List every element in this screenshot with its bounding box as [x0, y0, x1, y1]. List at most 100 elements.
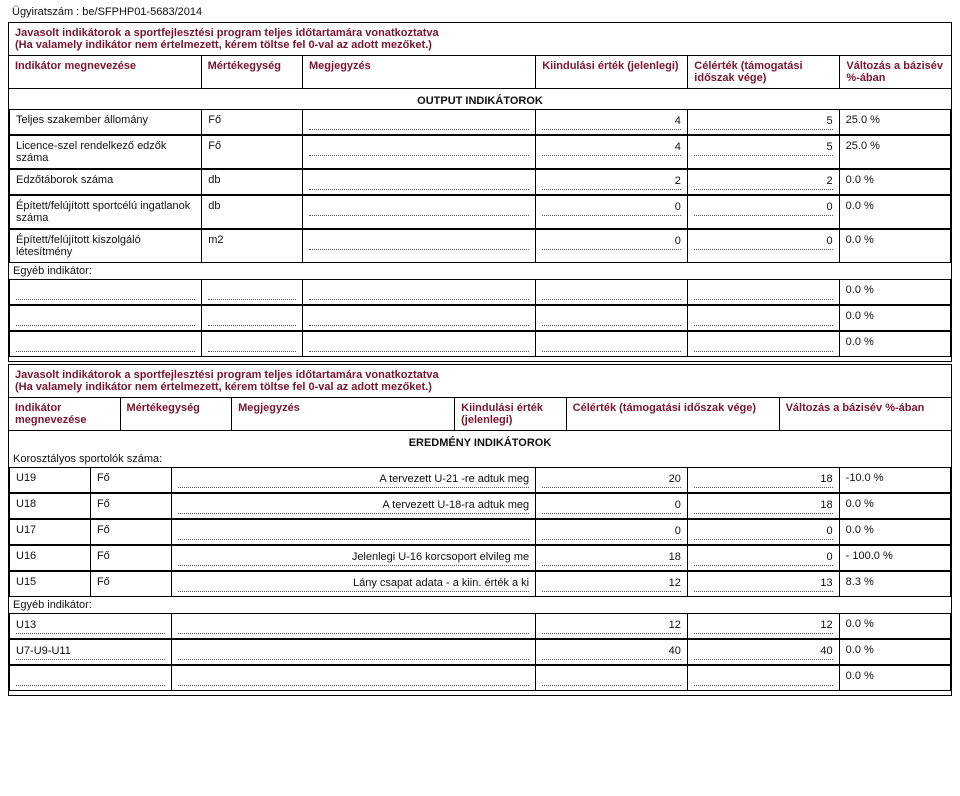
- other-note-field[interactable]: [178, 644, 529, 660]
- col-header-name: Indikátor megnevezése: [9, 398, 121, 431]
- row-target-field[interactable]: 18: [694, 498, 833, 514]
- other-change: 0.0 %: [839, 640, 950, 665]
- other-target-field[interactable]: 40: [694, 644, 833, 660]
- row-unit: Fő: [90, 468, 171, 493]
- row-start-field[interactable]: 12: [542, 576, 681, 592]
- row-target-field[interactable]: 0: [694, 200, 833, 216]
- output-row-4: Épített/felújított kiszolgáló létesítmén…: [9, 229, 951, 263]
- row-target-field[interactable]: 18: [694, 472, 833, 488]
- row-unit: Fő: [90, 572, 171, 597]
- row-note-field[interactable]: [309, 114, 529, 130]
- row-note-field[interactable]: [309, 174, 529, 190]
- other-target-field[interactable]: 12: [694, 618, 833, 634]
- other-unit-field[interactable]: [208, 284, 296, 300]
- other-start-field[interactable]: [542, 336, 681, 352]
- row-target-field[interactable]: 13: [694, 576, 833, 592]
- other-start-field[interactable]: [542, 284, 681, 300]
- other-label-field[interactable]: [16, 336, 195, 352]
- case-number: Ügyiratszám : be/SFPHP01-5683/2014: [8, 4, 952, 22]
- other-label-field[interactable]: U7-U9-U11: [16, 644, 165, 660]
- other-target-field[interactable]: [694, 310, 833, 326]
- row-start-field[interactable]: 2: [542, 174, 681, 190]
- row-change: 0.0 %: [839, 170, 950, 195]
- other-note-field[interactable]: [178, 670, 529, 686]
- col-header-start: Kiindulási érték (jelenlegi): [455, 398, 567, 431]
- row-target-field[interactable]: 0: [694, 550, 833, 566]
- row-target-field[interactable]: 0: [694, 524, 833, 540]
- row-change: 25.0 %: [839, 110, 950, 135]
- row-unit: Fő: [90, 546, 171, 571]
- other-target-field[interactable]: [694, 670, 833, 686]
- row-change: 8.3 %: [839, 572, 950, 597]
- other-row-2: 0.0 %: [9, 331, 951, 357]
- row-start-field[interactable]: 0: [542, 200, 681, 216]
- row-start-field[interactable]: 0: [542, 498, 681, 514]
- other-change: 0.0 %: [839, 666, 950, 691]
- other2-row-1: U7-U9-U11 40 40 0.0 %: [9, 639, 951, 665]
- other-row-0: 0.0 %: [9, 279, 951, 305]
- row-unit: Fő: [90, 494, 171, 519]
- row-note-field[interactable]: [309, 234, 529, 250]
- other-start-field[interactable]: 40: [542, 644, 681, 660]
- row-target-field[interactable]: 2: [694, 174, 833, 190]
- output-row-3: Épített/felújított sportcélú ingatlanok …: [9, 195, 951, 229]
- row-label: Edzőtáborok száma: [10, 170, 202, 195]
- row-note-field[interactable]: [178, 524, 529, 540]
- other-label-field[interactable]: [16, 670, 165, 686]
- age-row-3: U16 Fő Jelenlegi U-16 korcsoport elvileg…: [9, 545, 951, 571]
- row-label: U18: [10, 494, 91, 519]
- row-note-field[interactable]: A tervezett U-18-ra adtuk meg: [178, 498, 529, 514]
- other-label-field[interactable]: U13: [16, 618, 165, 634]
- row-start-field[interactable]: 0: [542, 524, 681, 540]
- other-change: 0.0 %: [839, 280, 950, 305]
- col-header-name: Indikátor megnevezése: [9, 56, 202, 89]
- other-indicator-label: Egyéb indikátor:: [9, 263, 951, 279]
- row-label: Épített/felújított kiszolgáló létesítmén…: [10, 230, 202, 263]
- row-note-field[interactable]: [309, 140, 529, 156]
- col-header-target: Célérték (támogatási időszak vége): [688, 56, 840, 89]
- other-start-field[interactable]: 12: [542, 618, 681, 634]
- other-unit-field[interactable]: [208, 336, 296, 352]
- col-header-unit: Mértékegység: [120, 398, 232, 431]
- row-change: - 100.0 %: [839, 546, 950, 571]
- other-target-field[interactable]: [694, 336, 833, 352]
- other-indicator-label-2: Egyéb indikátor:: [9, 597, 951, 613]
- row-note-field[interactable]: [309, 200, 529, 216]
- row-start-field[interactable]: 4: [542, 114, 681, 130]
- other-change: 0.0 %: [839, 332, 950, 357]
- row-note-field[interactable]: Lány csapat adata - a kiin. érték a ki: [178, 576, 529, 592]
- row-label: Teljes szakember állomány: [10, 110, 202, 135]
- other-label-field[interactable]: [16, 284, 195, 300]
- row-label: Épített/felújított sportcélú ingatlanok …: [10, 196, 202, 229]
- row-change: 0.0 %: [839, 196, 950, 229]
- row-change: 0.0 %: [839, 230, 950, 263]
- row-start-field[interactable]: 18: [542, 550, 681, 566]
- row-note-field[interactable]: Jelenlegi U-16 korcsoport elvileg me: [178, 550, 529, 566]
- row-target-field[interactable]: 5: [694, 140, 833, 156]
- other-note-field[interactable]: [309, 336, 529, 352]
- output-row-1: Licence-szel rendelkező edzők száma Fő 4…: [9, 135, 951, 169]
- other-label-field[interactable]: [16, 310, 195, 326]
- row-start-field[interactable]: 20: [542, 472, 681, 488]
- row-target-field[interactable]: 0: [694, 234, 833, 250]
- row-unit: m2: [202, 230, 303, 263]
- row-start-field[interactable]: 4: [542, 140, 681, 156]
- row-unit: db: [202, 170, 303, 195]
- row-note-field[interactable]: A tervezett U-21 -re adtuk meg: [178, 472, 529, 488]
- other-note-field[interactable]: [309, 310, 529, 326]
- other-note-field[interactable]: [178, 618, 529, 634]
- output-row-0: Teljes szakember állomány Fő 4 5 25.0 %: [9, 109, 951, 135]
- row-start-field[interactable]: 0: [542, 234, 681, 250]
- row-change: 0.0 %: [839, 520, 950, 545]
- other-unit-field[interactable]: [208, 310, 296, 326]
- block1-title: Javasolt indikátorok a sportfejlesztési …: [9, 23, 952, 56]
- other-target-field[interactable]: [694, 284, 833, 300]
- block2-title-text: Javasolt indikátorok a sportfejlesztési …: [15, 369, 439, 381]
- row-unit: Fő: [90, 520, 171, 545]
- row-label: U16: [10, 546, 91, 571]
- other-note-field[interactable]: [309, 284, 529, 300]
- row-target-field[interactable]: 5: [694, 114, 833, 130]
- other-start-field[interactable]: [542, 670, 681, 686]
- other-start-field[interactable]: [542, 310, 681, 326]
- row-unit: Fő: [202, 110, 303, 135]
